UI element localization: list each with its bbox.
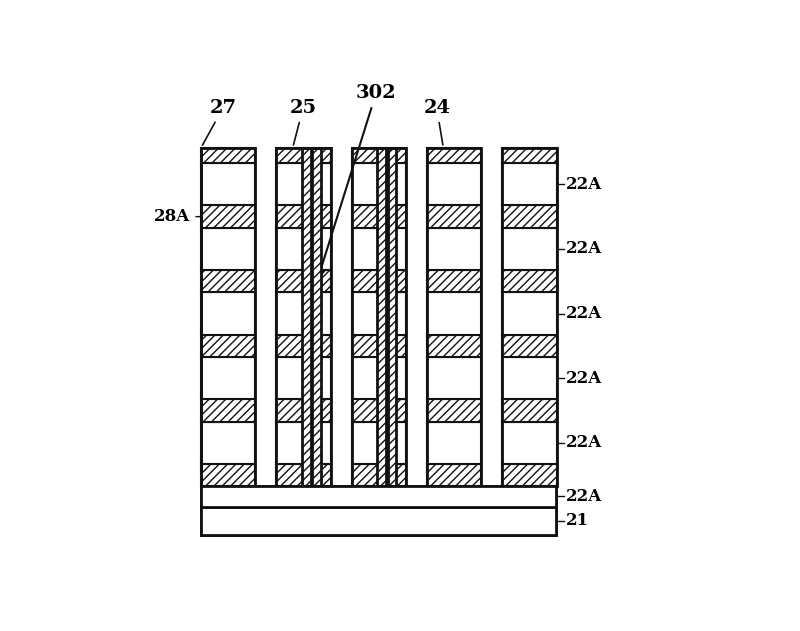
Bar (502, 148, 557, 487)
Bar (276, 357, 331, 399)
Bar (502, 148, 557, 163)
Bar (201, 357, 255, 399)
Bar (378, 148, 386, 507)
Bar (427, 464, 482, 487)
Bar (427, 270, 482, 292)
Text: 28A: 28A (154, 208, 201, 225)
Bar (201, 464, 255, 487)
Bar (201, 507, 556, 535)
Bar (352, 270, 406, 292)
Text: 24: 24 (423, 99, 450, 145)
Bar (201, 487, 556, 507)
Text: 302: 302 (317, 85, 396, 278)
Bar (352, 399, 406, 422)
Bar (502, 270, 557, 292)
Bar (352, 148, 406, 163)
Bar (201, 228, 255, 270)
Bar (201, 334, 255, 357)
Bar (388, 148, 396, 507)
Bar (502, 357, 557, 399)
Bar (201, 487, 556, 507)
Text: 25: 25 (290, 99, 317, 145)
Bar (502, 399, 557, 422)
Text: 22A: 22A (566, 305, 602, 322)
Bar (302, 148, 311, 507)
Bar (502, 228, 557, 270)
Text: 21: 21 (566, 512, 589, 529)
Bar (201, 292, 255, 334)
Bar (276, 292, 331, 334)
Bar (502, 292, 557, 334)
Text: 27: 27 (202, 99, 237, 145)
Bar (502, 163, 557, 206)
Bar (276, 270, 331, 292)
Bar (352, 228, 406, 270)
Bar (352, 334, 406, 357)
Bar (352, 163, 406, 206)
Bar (276, 163, 331, 206)
Bar (201, 148, 255, 163)
Bar (502, 334, 557, 357)
Bar (201, 270, 255, 292)
Bar (427, 399, 482, 422)
Bar (201, 507, 556, 535)
Bar (201, 163, 255, 206)
Text: 22A: 22A (566, 488, 602, 505)
Text: 22A: 22A (566, 176, 602, 193)
Bar (427, 334, 482, 357)
Text: 22A: 22A (566, 240, 602, 257)
Text: 22A: 22A (566, 370, 602, 387)
Bar (427, 292, 482, 334)
Bar (201, 206, 255, 228)
Bar (276, 422, 331, 464)
Bar (352, 357, 406, 399)
Bar (276, 148, 331, 163)
Bar (201, 399, 255, 422)
Bar (427, 163, 482, 206)
Bar (312, 148, 321, 507)
Bar (201, 422, 255, 464)
Bar (502, 464, 557, 487)
Bar (427, 148, 482, 163)
Bar (427, 357, 482, 399)
Bar (276, 148, 331, 487)
Bar (276, 206, 331, 228)
Bar (427, 148, 482, 487)
Bar (427, 422, 482, 464)
Bar (352, 422, 406, 464)
Bar (352, 206, 406, 228)
Bar (502, 422, 557, 464)
Bar (352, 292, 406, 334)
Text: 22A: 22A (566, 434, 602, 451)
Bar (276, 228, 331, 270)
Bar (427, 206, 482, 228)
Bar (201, 148, 255, 487)
Bar (276, 399, 331, 422)
Bar (502, 206, 557, 228)
Bar (276, 334, 331, 357)
Bar (276, 464, 331, 487)
Bar (352, 464, 406, 487)
Bar (352, 148, 406, 487)
Bar (427, 228, 482, 270)
